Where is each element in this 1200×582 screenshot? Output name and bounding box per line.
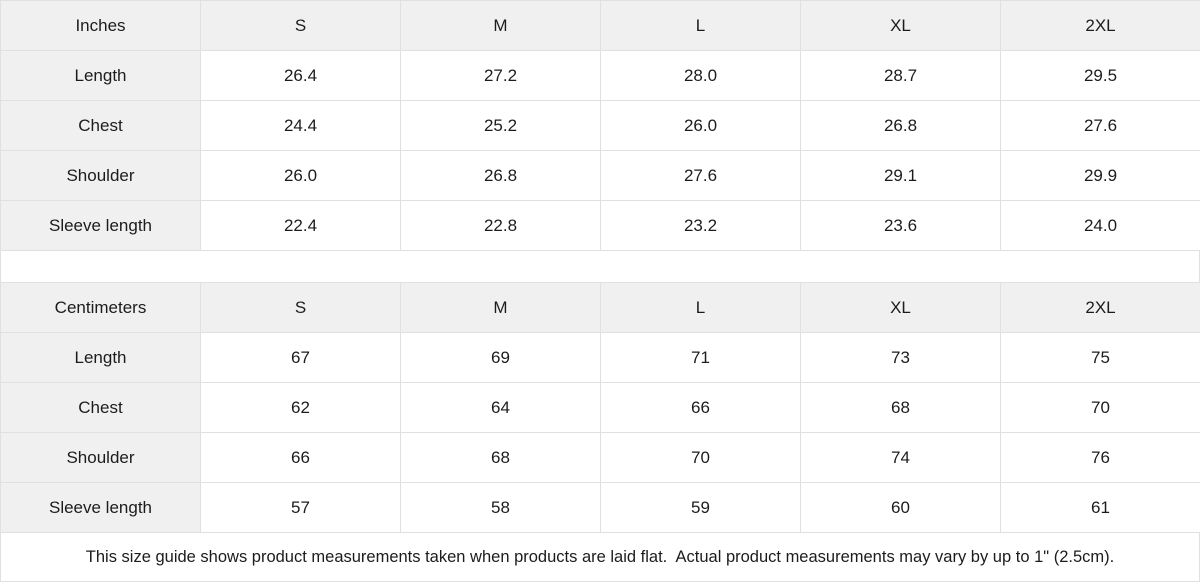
measure-label-shoulder: Shoulder [1,433,201,483]
value-cell: 58 [401,483,601,533]
value-cell: 74 [801,433,1001,483]
value-cell: 28.0 [601,51,801,101]
measure-label-length: Length [1,333,201,383]
value-cell: 73 [801,333,1001,383]
value-cell: 27.6 [601,151,801,201]
table-row: Sleeve length 57 58 59 60 61 [1,483,1200,533]
size-guide-note: This size guide shows product measuremen… [0,533,1200,582]
value-cell: 62 [201,383,401,433]
table-row: Chest 24.4 25.2 26.0 26.8 27.6 [1,101,1200,151]
centimeters-table: Centimeters S M L XL 2XL Length 67 69 71… [0,282,1200,533]
value-cell: 27.2 [401,51,601,101]
table-row: Shoulder 66 68 70 74 76 [1,433,1200,483]
table-row: Shoulder 26.0 26.8 27.6 29.1 29.9 [1,151,1200,201]
value-cell: 23.6 [801,201,1001,251]
value-cell: 26.0 [201,151,401,201]
size-header-2xl: 2XL [1001,1,1200,51]
value-cell: 66 [601,383,801,433]
measure-label-chest: Chest [1,383,201,433]
value-cell: 22.8 [401,201,601,251]
value-cell: 26.0 [601,101,801,151]
centimeters-header-row: Centimeters S M L XL 2XL [1,283,1200,333]
value-cell: 70 [601,433,801,483]
value-cell: 29.9 [1001,151,1200,201]
value-cell: 61 [1001,483,1200,533]
inches-table: Inches S M L XL 2XL Length 26.4 27.2 28.… [0,0,1200,251]
size-header-xl: XL [801,1,1001,51]
value-cell: 59 [601,483,801,533]
measure-label-sleeve-length: Sleeve length [1,201,201,251]
unit-header-centimeters: Centimeters [1,283,201,333]
measure-label-length: Length [1,51,201,101]
measure-label-chest: Chest [1,101,201,151]
value-cell: 26.8 [401,151,601,201]
measure-label-shoulder: Shoulder [1,151,201,201]
value-cell: 22.4 [201,201,401,251]
value-cell: 71 [601,333,801,383]
value-cell: 26.4 [201,51,401,101]
size-header-2xl: 2XL [1001,283,1200,333]
size-header-l: L [601,283,801,333]
measure-label-sleeve-length: Sleeve length [1,483,201,533]
value-cell: 23.2 [601,201,801,251]
value-cell: 70 [1001,383,1200,433]
value-cell: 69 [401,333,601,383]
size-header-l: L [601,1,801,51]
table-row: Length 26.4 27.2 28.0 28.7 29.5 [1,51,1200,101]
value-cell: 76 [1001,433,1200,483]
value-cell: 24.4 [201,101,401,151]
value-cell: 66 [201,433,401,483]
size-header-s: S [201,283,401,333]
table-row: Length 67 69 71 73 75 [1,333,1200,383]
value-cell: 25.2 [401,101,601,151]
size-header-s: S [201,1,401,51]
unit-header-inches: Inches [1,1,201,51]
value-cell: 75 [1001,333,1200,383]
inches-header-row: Inches S M L XL 2XL [1,1,1200,51]
table-row: Chest 62 64 66 68 70 [1,383,1200,433]
size-header-m: M [401,1,601,51]
value-cell: 29.5 [1001,51,1200,101]
value-cell: 60 [801,483,1001,533]
value-cell: 68 [401,433,601,483]
size-header-m: M [401,283,601,333]
table-row: Sleeve length 22.4 22.8 23.2 23.6 24.0 [1,201,1200,251]
value-cell: 64 [401,383,601,433]
size-header-xl: XL [801,283,1001,333]
value-cell: 68 [801,383,1001,433]
value-cell: 24.0 [1001,201,1200,251]
value-cell: 29.1 [801,151,1001,201]
table-gap [0,251,1200,282]
value-cell: 27.6 [1001,101,1200,151]
value-cell: 28.7 [801,51,1001,101]
value-cell: 26.8 [801,101,1001,151]
value-cell: 57 [201,483,401,533]
value-cell: 67 [201,333,401,383]
